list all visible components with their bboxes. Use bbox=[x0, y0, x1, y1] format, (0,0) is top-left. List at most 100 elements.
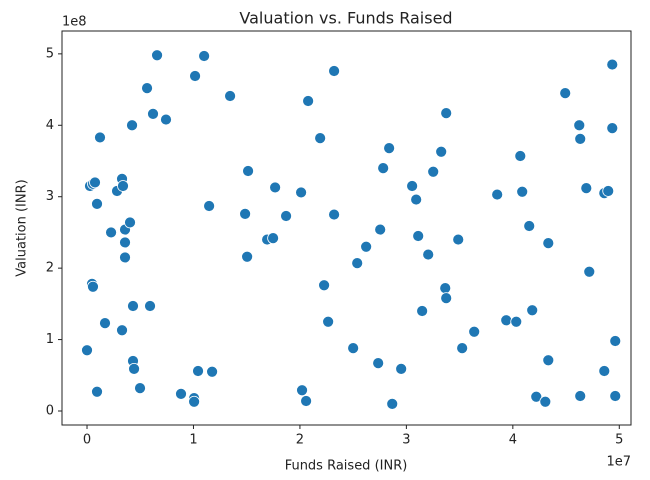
y-tick-label: 4 bbox=[46, 118, 54, 133]
point bbox=[523, 220, 536, 232]
point bbox=[456, 342, 469, 355]
point bbox=[542, 354, 555, 367]
point bbox=[539, 395, 552, 408]
y-tick-label: 0 bbox=[46, 404, 54, 419]
point bbox=[383, 142, 396, 155]
point bbox=[606, 58, 619, 71]
point bbox=[151, 49, 163, 62]
point bbox=[124, 216, 136, 229]
point bbox=[189, 70, 201, 82]
point bbox=[318, 279, 330, 292]
chart-title: Valuation vs. Funds Raised bbox=[239, 9, 452, 28]
point bbox=[416, 305, 429, 317]
point bbox=[160, 113, 172, 126]
x-tick-label: 2 bbox=[296, 433, 304, 448]
point bbox=[147, 107, 159, 120]
y-tick-label: 1 bbox=[46, 332, 54, 347]
point bbox=[239, 207, 252, 220]
point bbox=[406, 180, 419, 192]
point bbox=[347, 342, 360, 355]
point bbox=[468, 325, 481, 338]
point bbox=[514, 150, 527, 162]
point bbox=[141, 82, 153, 95]
point bbox=[94, 131, 106, 144]
point bbox=[500, 314, 513, 327]
point bbox=[583, 265, 596, 278]
x-tick-label: 4 bbox=[509, 433, 517, 448]
point bbox=[280, 210, 292, 222]
x-tick-label: 3 bbox=[402, 433, 410, 448]
point bbox=[314, 132, 327, 145]
point bbox=[372, 357, 385, 370]
point bbox=[296, 384, 308, 397]
point bbox=[116, 324, 128, 337]
point bbox=[395, 362, 408, 375]
point bbox=[440, 292, 453, 305]
y-offset-text: 1e8 bbox=[62, 15, 87, 30]
point bbox=[242, 165, 254, 177]
point bbox=[377, 162, 390, 175]
point bbox=[559, 87, 572, 100]
point bbox=[516, 185, 529, 198]
point bbox=[241, 250, 254, 263]
point bbox=[602, 185, 615, 197]
point bbox=[89, 176, 101, 189]
y-tick-label: 2 bbox=[46, 261, 54, 276]
x-tick-label: 5 bbox=[615, 433, 623, 448]
point bbox=[224, 90, 236, 102]
point bbox=[119, 236, 131, 249]
y-axis-label: Valuation (INR) bbox=[15, 179, 30, 276]
point bbox=[87, 280, 99, 293]
point bbox=[126, 119, 138, 132]
point bbox=[302, 95, 315, 107]
point bbox=[427, 165, 440, 178]
point bbox=[81, 344, 93, 357]
point bbox=[574, 390, 587, 402]
x-axis-label: Funds Raised (INR) bbox=[285, 459, 408, 474]
point bbox=[351, 257, 364, 270]
point bbox=[127, 300, 139, 312]
y-tick-label: 5 bbox=[46, 46, 54, 61]
point bbox=[203, 200, 216, 212]
point bbox=[91, 197, 103, 210]
point bbox=[144, 300, 156, 312]
point bbox=[410, 193, 423, 206]
point bbox=[119, 251, 131, 264]
x-tick-label: 1 bbox=[189, 433, 197, 448]
point bbox=[435, 145, 448, 158]
point bbox=[175, 387, 187, 400]
plot-frame bbox=[61, 30, 632, 426]
point bbox=[269, 181, 282, 194]
point bbox=[510, 315, 523, 328]
point bbox=[452, 233, 465, 246]
x-tick-label: 0 bbox=[83, 433, 91, 448]
point bbox=[580, 182, 593, 195]
point bbox=[491, 188, 504, 201]
point bbox=[128, 362, 140, 375]
point bbox=[606, 122, 619, 135]
point bbox=[206, 365, 219, 378]
point bbox=[439, 282, 452, 295]
x-offset-text: 1e7 bbox=[606, 455, 631, 470]
point bbox=[386, 397, 399, 410]
point bbox=[609, 390, 622, 402]
point bbox=[374, 223, 387, 236]
point bbox=[360, 240, 373, 253]
point bbox=[542, 237, 555, 250]
point bbox=[609, 335, 622, 347]
point bbox=[328, 65, 340, 77]
point bbox=[188, 395, 201, 408]
point bbox=[134, 382, 146, 395]
point bbox=[422, 248, 435, 261]
point bbox=[412, 230, 425, 242]
point bbox=[295, 186, 307, 199]
point bbox=[105, 226, 117, 239]
point bbox=[322, 315, 335, 328]
point bbox=[117, 180, 129, 192]
point bbox=[91, 385, 103, 398]
point bbox=[440, 107, 453, 120]
point bbox=[198, 50, 211, 62]
point bbox=[573, 119, 586, 132]
